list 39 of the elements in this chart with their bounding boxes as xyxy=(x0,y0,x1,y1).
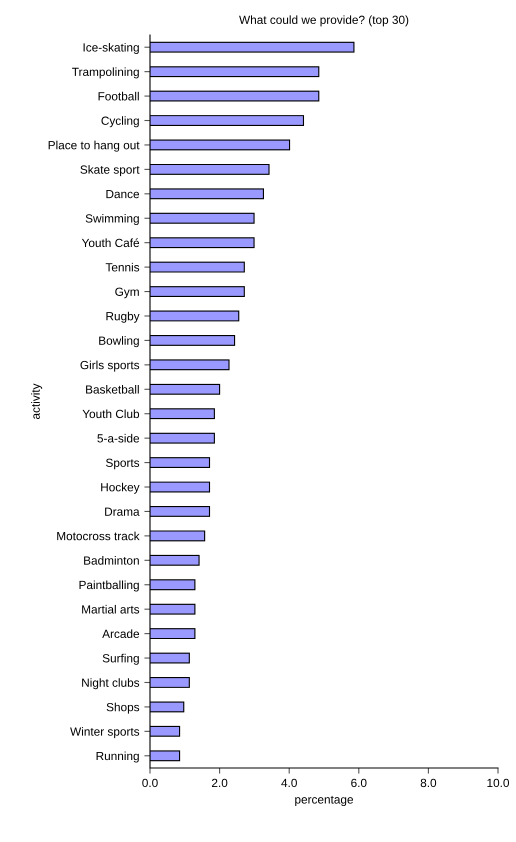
y-tick-label: Surfing xyxy=(102,654,139,665)
y-tick-label: Youth Café xyxy=(82,238,140,248)
y-tick-label: Tennis xyxy=(106,262,140,272)
y-axis-title: activity xyxy=(31,383,42,420)
y-tick-label: Ice-skating xyxy=(84,42,139,54)
y-tick-label: Rugby xyxy=(106,312,140,323)
y-tick-label: Badminton xyxy=(84,556,139,565)
x-tick-label: 0.0 xyxy=(142,778,158,788)
y-tick-label: Place to hang out xyxy=(48,140,140,152)
y-tick-label: Dance xyxy=(106,190,140,198)
y-tick-label: Trampolining xyxy=(72,67,139,78)
y-tick-label: 5-a-side xyxy=(97,434,140,443)
y-tick-label: Football xyxy=(98,92,139,100)
y-tick-label: Hockey xyxy=(101,482,140,494)
x-tick-label: 6.0 xyxy=(351,778,367,788)
y-tick-label: Motocross track xyxy=(57,532,140,540)
x-tick-label: 8.0 xyxy=(420,778,436,788)
y-tick-label: Shops xyxy=(106,702,140,714)
y-tick-label: Sports xyxy=(106,458,140,470)
y-tick-label: Swimming xyxy=(86,214,139,225)
x-tick-label: 4.0 xyxy=(281,778,297,788)
y-tick-label: Skate sport xyxy=(80,165,140,176)
x-tick-label: 10.0 xyxy=(487,778,510,788)
y-tick-label: Night clubs xyxy=(82,678,140,690)
y-tick-label: Basketball xyxy=(86,385,139,394)
y-tick-label: Running xyxy=(96,752,139,763)
y-tick-label: Winter sports xyxy=(70,727,140,738)
y-tick-label: Youth Club xyxy=(82,409,140,418)
y-tick-label: Paintballing xyxy=(80,580,139,592)
chart-title: What could we provide? (top 30) xyxy=(239,15,408,26)
x-tick-label: 2.0 xyxy=(212,778,228,788)
y-tick-label: Arcade xyxy=(102,629,140,638)
y-tick-label: Drama xyxy=(105,508,140,516)
y-tick-label: Bowling xyxy=(99,336,139,348)
y-tick-label: Martial arts xyxy=(82,604,140,614)
x-axis-title: percentage xyxy=(295,796,354,806)
y-tick-label: Girls sports xyxy=(80,360,140,372)
y-tick-label: Gym xyxy=(115,288,139,298)
y-tick-label: Cycling xyxy=(101,116,139,128)
